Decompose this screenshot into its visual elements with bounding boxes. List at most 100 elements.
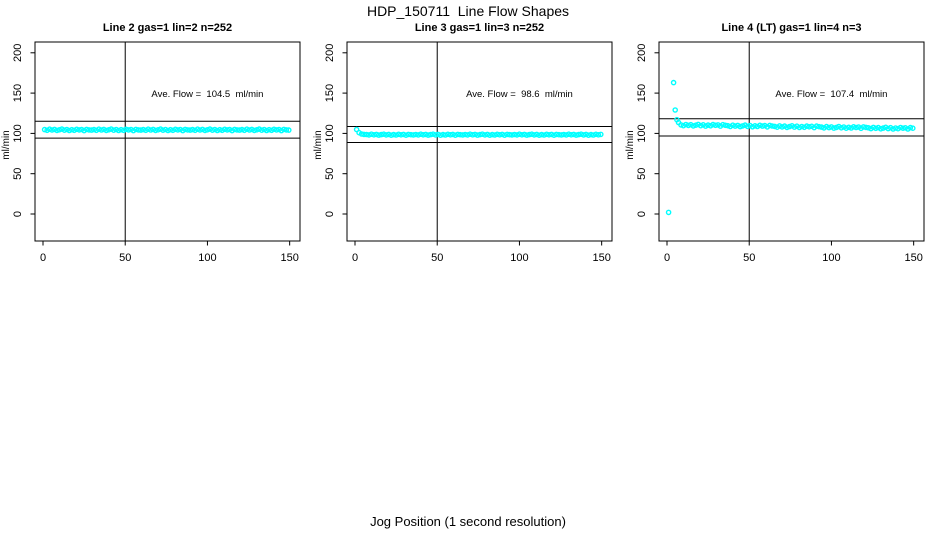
data-point [383, 132, 389, 138]
panel-line-4-title: Line 4 (LT) gas=1 lin=4 n=3 [721, 22, 862, 34]
data-point [786, 123, 793, 130]
data-point [98, 127, 105, 133]
data-point [489, 131, 496, 138]
data-point [145, 126, 151, 132]
data-point [204, 127, 211, 133]
data-point [123, 126, 129, 133]
data-point [732, 123, 738, 129]
plot-frame [34, 41, 301, 242]
data-point [588, 131, 594, 138]
data-point [816, 123, 822, 130]
data-point [224, 127, 230, 133]
data-point [246, 127, 253, 133]
data-point [541, 132, 547, 138]
data-point [710, 121, 716, 128]
x-tick-label: 150 [904, 252, 922, 264]
data-point [187, 127, 193, 133]
data-point [739, 123, 746, 129]
data-point [69, 126, 75, 133]
data-point [221, 126, 228, 133]
y-tick-label: 150 [324, 84, 336, 102]
data-point [405, 131, 412, 138]
data-point [118, 126, 124, 133]
data-point [152, 127, 159, 134]
data-point [593, 131, 599, 138]
data-point [865, 125, 872, 131]
data-point [110, 127, 117, 133]
data-point [712, 122, 719, 129]
data-point [565, 131, 572, 137]
data-point [86, 127, 92, 133]
x-axis: 0 50 100 150 [664, 241, 923, 264]
data-point [472, 131, 478, 138]
data-point [445, 131, 451, 138]
data-point [474, 132, 481, 138]
data-point [440, 131, 446, 138]
data-point [408, 131, 414, 138]
data-point [459, 132, 466, 138]
data-point [425, 132, 431, 138]
data-point [410, 132, 417, 138]
data-point [563, 132, 570, 138]
data-point [174, 127, 181, 133]
data-point [437, 132, 444, 138]
data-point [469, 131, 476, 138]
x-tick-label: 150 [280, 252, 298, 264]
data-point [573, 132, 580, 138]
data-point [283, 127, 290, 133]
data-point [665, 209, 672, 216]
data-point [543, 131, 550, 138]
data-point [167, 126, 174, 133]
data-point [779, 124, 785, 130]
data-point [413, 131, 419, 138]
figure-title: HDP_150711 Line Flow Shapes [366, 3, 570, 19]
data-point [494, 131, 500, 138]
data-point [860, 124, 867, 130]
data-point [420, 131, 426, 138]
data-point [909, 125, 916, 131]
data-point [536, 132, 542, 138]
y-axis-title: ml/min [1, 130, 12, 159]
data-point [273, 127, 280, 133]
data-point [897, 124, 904, 131]
data-point [251, 127, 258, 134]
data-point [526, 131, 533, 138]
data-point [430, 131, 436, 137]
plot-frame [346, 41, 613, 242]
data-point [769, 123, 775, 129]
data-point [509, 132, 515, 138]
data-point [376, 132, 382, 138]
data-point [103, 127, 110, 134]
data-point [216, 126, 223, 133]
data-point [422, 131, 429, 138]
data-point [501, 132, 508, 138]
y-tick-label: 0 [12, 211, 24, 217]
data-point [590, 132, 597, 138]
data-point [519, 131, 525, 138]
data-point [548, 131, 555, 138]
x-tick-label: 50 [431, 252, 443, 264]
data-point [41, 126, 48, 133]
data-point [371, 131, 377, 138]
data-point [907, 124, 914, 131]
data-point [263, 127, 270, 134]
y-tick-label: 200 [12, 44, 24, 62]
data-point [900, 125, 906, 131]
data-point [580, 132, 587, 138]
data-point [285, 127, 292, 133]
data-point [147, 127, 154, 133]
reference-lines [659, 42, 924, 241]
data-point [578, 131, 584, 137]
data-point [393, 132, 399, 138]
data-point [533, 131, 540, 138]
panel-line-3-title: Line 3 gas=1 lin=3 n=252 [414, 22, 545, 34]
data-point [266, 126, 272, 133]
x-axis: 0 50 100 150 [40, 241, 299, 264]
data-point [553, 131, 560, 138]
data-point [845, 124, 852, 131]
x-tick-label: 150 [592, 252, 610, 264]
data-point [531, 132, 537, 138]
data-point [137, 127, 144, 133]
data-point [281, 126, 287, 133]
x-tick-label: 100 [822, 252, 840, 264]
